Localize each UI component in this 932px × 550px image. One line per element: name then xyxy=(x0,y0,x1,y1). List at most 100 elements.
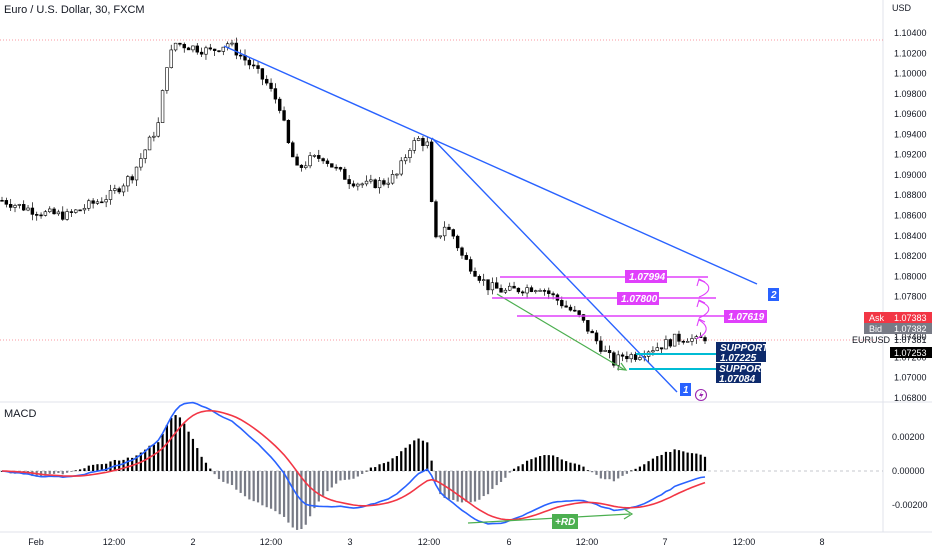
resistance-label-box-1[interactable] xyxy=(625,270,667,283)
candle-body xyxy=(178,42,182,45)
candle-body xyxy=(304,165,308,168)
macd-histogram-bar xyxy=(365,470,368,472)
candle-body xyxy=(134,166,139,181)
price-tick-label: 1.09400 xyxy=(894,129,927,139)
price-axis[interactable]: 1.10400 1.10200 1.10000 1.09800 1.09600 1.094… xyxy=(894,28,927,403)
macd-histogram-bar xyxy=(61,471,64,475)
chart-title: Euro / U.S. Dollar, 30, FXCM xyxy=(4,4,145,16)
bid-label: Bid xyxy=(869,324,882,334)
macd-histogram-bar xyxy=(682,451,685,471)
candle-body xyxy=(195,45,199,53)
candle-body xyxy=(395,173,399,176)
macd-histogram-bar xyxy=(274,471,277,512)
candle-body xyxy=(633,354,638,360)
macd-histogram-bar xyxy=(387,461,390,471)
macd-histogram-bar xyxy=(434,471,438,482)
macd-histogram-bar xyxy=(547,455,550,471)
candle-body xyxy=(338,167,343,170)
candle-body xyxy=(152,135,156,138)
macd-histogram-bar xyxy=(478,471,481,500)
candle-body xyxy=(564,305,568,308)
candle-body xyxy=(186,47,191,51)
divergence-line-macd xyxy=(467,513,631,524)
macd-histogram-bar xyxy=(105,463,108,471)
candle-body xyxy=(538,290,542,292)
macd-histogram-bar xyxy=(452,471,455,500)
macd-histogram-bar xyxy=(426,442,429,471)
time-tick-label: Feb xyxy=(28,537,44,547)
candle-body xyxy=(56,211,61,215)
candle-body xyxy=(399,160,403,175)
lightning-icon[interactable] xyxy=(694,388,708,402)
macd-histogram-bar xyxy=(495,471,498,486)
macd-histogram-bar xyxy=(178,417,182,471)
candle-body xyxy=(35,214,39,216)
macd-histogram-bar xyxy=(647,461,650,471)
divergence-label-box[interactable] xyxy=(552,514,578,529)
resistance-label-box-2[interactable] xyxy=(617,292,659,305)
macd-histogram-bar xyxy=(638,466,642,471)
ask-box xyxy=(864,312,932,323)
macd-histogram-bar xyxy=(44,471,47,476)
candle-body xyxy=(460,247,464,256)
projection-arrow-2 xyxy=(696,299,710,319)
candle-body xyxy=(481,279,486,281)
macd-histogram-bar xyxy=(413,440,416,471)
support-label-box-1[interactable] xyxy=(716,342,766,362)
macd-histogram-bar xyxy=(157,442,160,471)
macd-histogram-bar xyxy=(96,464,99,471)
candle-body xyxy=(486,279,490,291)
support-label-box-2[interactable] xyxy=(716,363,761,383)
candle-body xyxy=(421,138,425,146)
candle-body xyxy=(473,270,477,277)
macd-histogram-bar xyxy=(48,471,51,474)
resistance-label-box-3[interactable] xyxy=(724,310,767,323)
macd-histogram-bar xyxy=(191,438,195,471)
candle-body xyxy=(568,306,573,311)
time-axis[interactable]: Feb 12:00 2 12:00 3 12:00 6 12:00 7 12:00 8 xyxy=(28,537,824,547)
macd-histogram-bar xyxy=(122,459,125,471)
price-tick-label: 1.08400 xyxy=(894,231,927,241)
wave-label-box-2[interactable] xyxy=(768,288,779,301)
candle-body xyxy=(438,235,442,238)
candle-body xyxy=(651,350,655,353)
macd-histogram-bar xyxy=(209,468,212,471)
macd-histogram-bar xyxy=(395,456,398,471)
price-tick-label: 1.08800 xyxy=(894,190,927,200)
divergence-label: +RD xyxy=(555,517,575,528)
candle-body xyxy=(17,204,22,206)
time-tick-label: 12:00 xyxy=(733,537,756,547)
price-tick-label: 1.08200 xyxy=(894,251,927,261)
resistance-label-1: 1.07994 xyxy=(629,272,666,283)
macd-histogram-bar xyxy=(309,471,312,517)
candle-body xyxy=(455,235,460,249)
macd-histogram-bar xyxy=(569,462,572,471)
macd-histogram xyxy=(0,415,707,530)
candle-body xyxy=(156,122,160,137)
wave-label-1: 1 xyxy=(683,385,689,396)
macd-histogram-bar xyxy=(170,417,173,471)
candle-body xyxy=(547,290,551,294)
candle-body xyxy=(386,182,390,185)
candle-body xyxy=(560,300,564,307)
candle-body xyxy=(408,150,412,158)
current-price-value: 1.07253 xyxy=(894,348,927,358)
macd-histogram-bar xyxy=(204,462,208,471)
candle-body xyxy=(21,204,26,211)
wave-label-box-1[interactable] xyxy=(680,383,691,396)
macd-axis[interactable]: 0.00200 0.00000 -0.00200 xyxy=(892,432,928,510)
candle-body xyxy=(416,138,421,141)
macd-histogram-bar xyxy=(87,465,90,471)
price-tick-label: 1.09000 xyxy=(894,170,927,180)
candle-body xyxy=(269,82,273,89)
candle-body xyxy=(238,54,243,57)
projection-arrow-1 xyxy=(696,278,710,298)
candle-body xyxy=(672,333,677,347)
price-tick-label: 1.07400 xyxy=(894,332,927,342)
candle-body xyxy=(65,211,69,220)
price-tick-label: 1.06800 xyxy=(894,393,927,403)
macd-histogram-bar xyxy=(621,471,624,476)
macd-histogram-bar xyxy=(335,471,338,484)
candle-body xyxy=(594,332,599,342)
